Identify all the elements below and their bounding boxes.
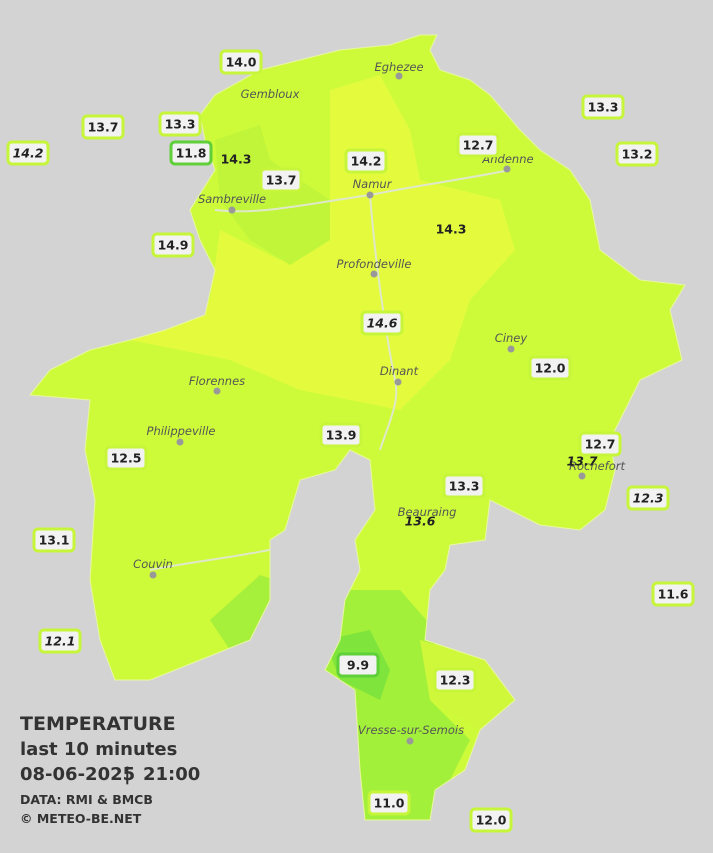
city-name: Vresse-sur-Semois <box>358 723 464 737</box>
station-box <box>219 49 263 75</box>
city-dot <box>578 472 586 480</box>
station-reading: 11.6 <box>658 587 689 602</box>
station-reading: 12.3 <box>440 673 471 688</box>
city-dot <box>370 270 378 278</box>
station-reading: 13.7 <box>266 173 297 188</box>
station-reading: 14.2 <box>13 146 44 161</box>
station-box <box>626 485 670 511</box>
station-box <box>259 167 303 193</box>
station-box <box>344 148 388 174</box>
city-name: Namur <box>353 177 393 191</box>
station-box <box>456 132 500 158</box>
station-box <box>158 111 202 137</box>
station-box <box>442 473 486 499</box>
city-dot <box>213 387 221 395</box>
station-box <box>433 667 477 693</box>
stations: 14.0 13.3 13.7 14.2 11.8 14.3 13.7 14.2 12.7 13.3… <box>6 49 695 833</box>
station-reading: 13.3 <box>449 479 480 494</box>
city-name: Profondeville <box>337 257 412 271</box>
city-name: Eghezee <box>374 60 423 74</box>
city-name: Couvin <box>133 557 173 571</box>
city-dot <box>503 165 511 173</box>
station-box <box>319 422 363 448</box>
station-reading: 13.7 <box>567 454 598 469</box>
station-reading: 13.7 <box>88 120 119 135</box>
city-dot <box>228 206 236 214</box>
city-dot <box>507 345 515 353</box>
station-box <box>578 431 622 457</box>
city-name: Philippeville <box>147 424 216 438</box>
station-reading: 12.5 <box>111 451 142 466</box>
cities: EghezeeGemblouxAndenneNamurSambrevillePr… <box>133 60 626 745</box>
station-reading: 13.2 <box>622 147 653 162</box>
station-box <box>336 652 380 678</box>
city-dot <box>149 571 157 579</box>
station-reading: 12.1 <box>45 634 76 649</box>
station-reading: 11.8 <box>176 146 207 161</box>
station-box <box>38 628 82 654</box>
station-box <box>6 140 50 166</box>
title: TEMPERATURE <box>20 713 176 735</box>
station-box <box>32 527 76 553</box>
station-reading: 12.0 <box>476 813 507 828</box>
station-reading: 11.0 <box>374 796 405 811</box>
station-box <box>615 141 659 167</box>
station-reading: 14.9 <box>158 238 189 253</box>
station-reading: 12.7 <box>463 138 494 153</box>
station-reading: 13.9 <box>326 428 357 443</box>
station-reading: 13.3 <box>588 100 619 115</box>
station-reading: 14.6 <box>367 316 398 331</box>
station-reading: 14.2 <box>351 154 382 169</box>
city-name: Gembloux <box>241 87 300 101</box>
city-name: Dinant <box>380 364 419 378</box>
city-dot <box>366 191 374 199</box>
city-name: Beauraing <box>398 505 457 519</box>
city-name: Rochefort <box>569 459 626 473</box>
station-reading: 14.0 <box>226 55 257 70</box>
station-box <box>469 807 513 833</box>
date: 08-06-2025 <box>20 764 135 785</box>
zone <box>215 125 330 265</box>
station-reading: 12.0 <box>535 361 566 376</box>
station-box <box>367 790 411 816</box>
city-dot <box>176 438 184 446</box>
city-name: Sambreville <box>198 192 266 206</box>
city-dot <box>395 72 403 80</box>
city-name: Ciney <box>495 331 528 345</box>
station-reading: 9.9 <box>347 658 369 673</box>
station-reading: 14.3 <box>436 222 467 237</box>
station-box <box>581 94 625 120</box>
subtitle: last 10 minutes <box>20 739 177 760</box>
separator: | <box>124 764 131 785</box>
station-reading: 13.6 <box>405 514 436 529</box>
city-dot <box>394 378 402 386</box>
city-dot <box>406 737 414 745</box>
station-box <box>151 232 195 258</box>
station-box <box>528 355 572 381</box>
station-reading: 12.7 <box>585 437 616 452</box>
copyright: © METEO-BE.NET <box>20 811 142 826</box>
station-reading: 13.3 <box>165 117 196 132</box>
station-reading: 13.1 <box>39 533 70 548</box>
station-reading: 12.3 <box>633 491 664 506</box>
station-box <box>81 114 125 140</box>
station-box <box>360 310 404 336</box>
station-box <box>104 445 148 471</box>
source: DATA: RMI & BMCB <box>20 792 153 807</box>
station-box <box>651 581 695 607</box>
station-box <box>169 140 213 166</box>
time: 21:00 <box>143 764 200 785</box>
city-name: Florennes <box>189 374 245 388</box>
station-reading: 14.3 <box>221 152 252 167</box>
